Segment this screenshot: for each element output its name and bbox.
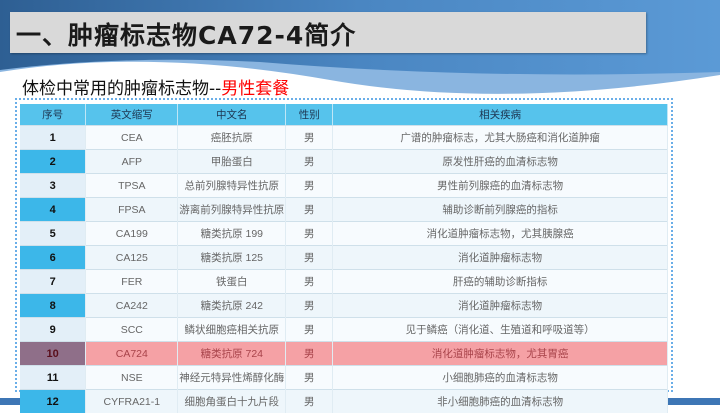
cell-disease: 辅助诊断前列腺癌的指标: [333, 198, 668, 222]
cell-no: 4: [20, 198, 86, 222]
cell-sex: 男: [286, 174, 333, 198]
cell-sex: 男: [286, 126, 333, 150]
cell-abbr: FPSA: [86, 198, 178, 222]
cell-abbr: CA199: [86, 222, 178, 246]
cell-abbr: CEA: [86, 126, 178, 150]
cell-no: 10: [20, 342, 86, 366]
cell-no: 5: [20, 222, 86, 246]
cell-sex: 男: [286, 318, 333, 342]
cell-name: 细胞角蛋白十九片段: [178, 390, 286, 413]
cell-disease: 原发性肝癌的血清标志物: [333, 150, 668, 174]
cell-disease: 消化道肿瘤标志物: [333, 246, 668, 270]
cell-no: 6: [20, 246, 86, 270]
cell-name: 甲胎蛋白: [178, 150, 286, 174]
cell-abbr: CA125: [86, 246, 178, 270]
cell-abbr: NSE: [86, 366, 178, 390]
title-box: 一、肿瘤标志物CA72-4简介: [10, 12, 646, 53]
cell-name: 铁蛋白: [178, 270, 286, 294]
cell-abbr: TPSA: [86, 174, 178, 198]
header-disease: 相关疾病: [333, 104, 668, 126]
cell-no: 7: [20, 270, 86, 294]
cell-abbr: SCC: [86, 318, 178, 342]
cell-disease: 见于鳞癌（消化道、生殖道和呼吸道等）: [333, 318, 668, 342]
cell-sex: 男: [286, 150, 333, 174]
header-no: 序号: [20, 104, 86, 126]
subtitle-highlight: 男性套餐: [221, 79, 289, 99]
cell-sex: 男: [286, 294, 333, 318]
cell-disease: 小细胞肺癌的血清标志物: [333, 366, 668, 390]
cell-no: 3: [20, 174, 86, 198]
cell-no: 2: [20, 150, 86, 174]
cell-disease: 消化道肿瘤标志物，尤其胰腺癌: [333, 222, 668, 246]
cell-name: 神经元特异性烯醇化酶: [178, 366, 286, 390]
cell-no: 8: [20, 294, 86, 318]
cell-sex: 男: [286, 390, 333, 413]
cell-name: 癌胚抗原: [178, 126, 286, 150]
subtitle-text: 体检中常用的肿瘤标志物--: [22, 79, 221, 99]
cell-name: 糖类抗原 125: [178, 246, 286, 270]
cell-disease: 消化道肿瘤标志物: [333, 294, 668, 318]
cell-sex: 男: [286, 222, 333, 246]
cell-name: 总前列腺特异性抗原: [178, 174, 286, 198]
cell-sex: 男: [286, 342, 333, 366]
cell-abbr: FER: [86, 270, 178, 294]
cell-abbr: AFP: [86, 150, 178, 174]
cell-name: 游离前列腺特异性抗原: [178, 198, 286, 222]
cell-sex: 男: [286, 270, 333, 294]
cell-no: 1: [20, 126, 86, 150]
header-abbr: 英文缩写: [86, 104, 178, 126]
cell-disease: 消化道肿瘤标志物，尤其胃癌: [333, 342, 668, 366]
cell-abbr: CYFRA21-1: [86, 390, 178, 413]
header-name: 中文名: [178, 104, 286, 126]
cell-name: 糖类抗原 199: [178, 222, 286, 246]
cell-disease: 非小细胞肺癌的血清标志物: [333, 390, 668, 413]
cell-name: 糖类抗原 242: [178, 294, 286, 318]
cell-disease: 肝癌的辅助诊断指标: [333, 270, 668, 294]
page-title: 一、肿瘤标志物CA72-4简介: [16, 16, 356, 52]
cell-name: 鳞状细胞癌相关抗原: [178, 318, 286, 342]
cell-sex: 男: [286, 246, 333, 270]
cell-sex: 男: [286, 366, 333, 390]
header-sex: 性别: [286, 104, 333, 126]
cell-sex: 男: [286, 198, 333, 222]
cell-no: 9: [20, 318, 86, 342]
cell-no: 12: [20, 390, 86, 413]
table-header-row: 序号 英文缩写 中文名 性别 相关疾病: [20, 104, 668, 126]
cell-disease: 男性前列腺癌的血清标志物: [333, 174, 668, 198]
subtitle: 体检中常用的肿瘤标志物--男性套餐: [22, 74, 289, 99]
cell-name: 糖类抗原 724: [178, 342, 286, 366]
cell-no: 11: [20, 366, 86, 390]
cell-abbr: CA242: [86, 294, 178, 318]
cell-disease: 广谱的肿瘤标志，尤其大肠癌和消化道肿瘤: [333, 126, 668, 150]
cell-abbr: CA724: [86, 342, 178, 366]
